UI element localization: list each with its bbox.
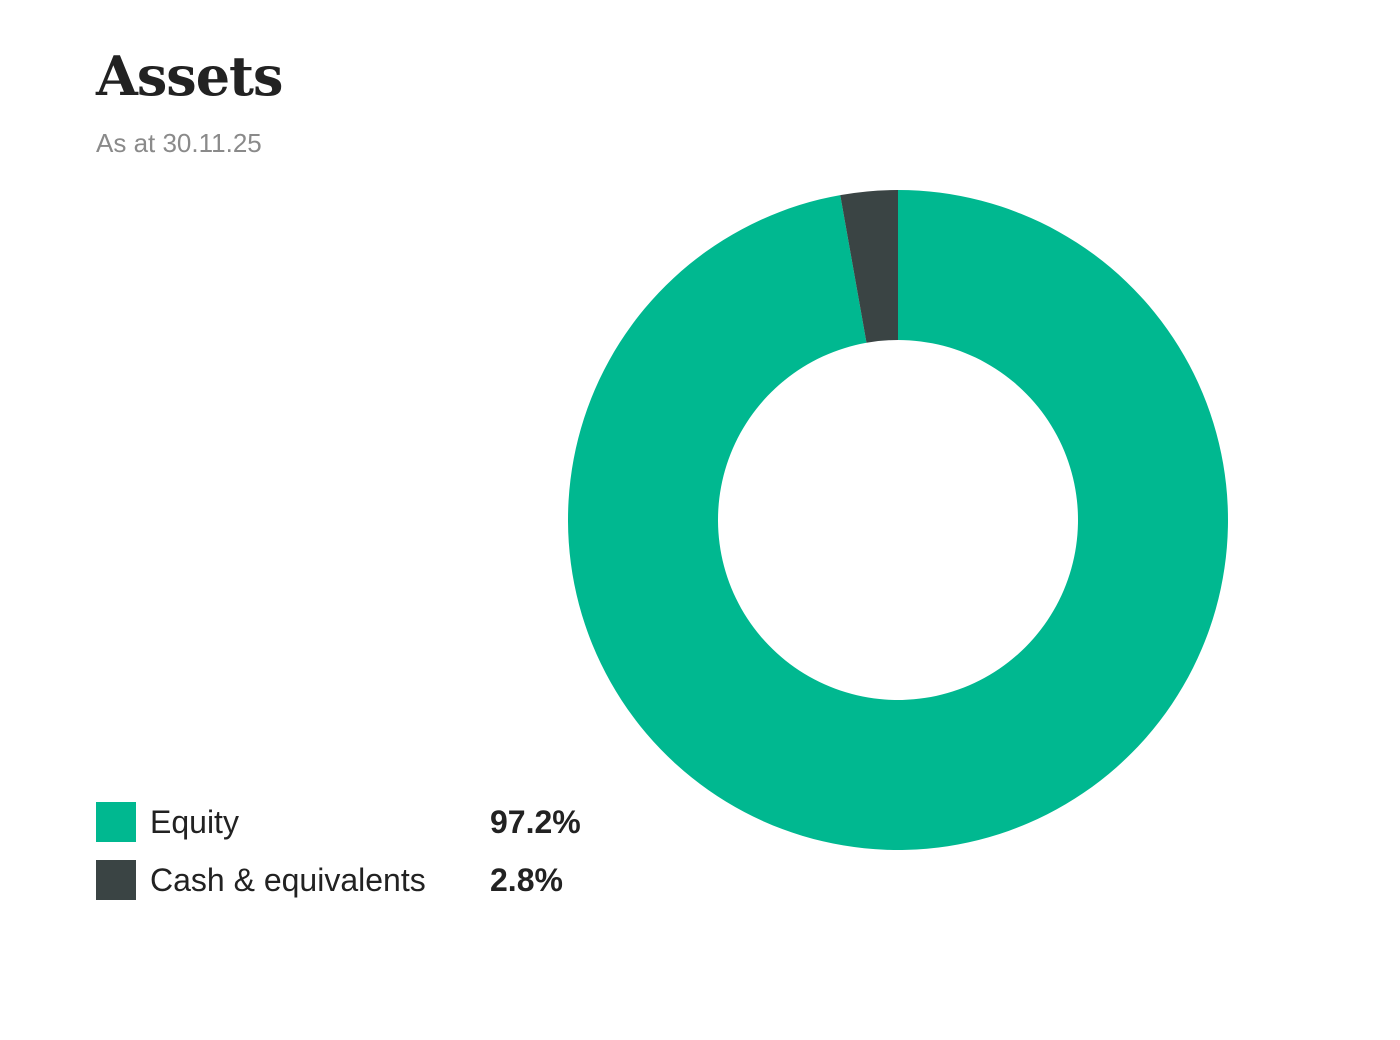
legend-value: 97.2% [490,803,581,840]
legend-label: Equity [150,803,239,840]
legend-item-equity: Equity 97.2% [96,802,581,842]
legend-label: Cash & equivalents [150,861,426,898]
legend: Equity 97.2% Cash & equivalents 2.8% [96,802,581,918]
donut-slice-equity [567,190,1228,850]
legend-item-cash: Cash & equivalents 2.8% [96,860,581,900]
chart-subtitle: As at 30.11.25 [96,128,262,158]
chart-title: Assets [96,44,283,108]
legend-value: 2.8% [490,861,563,898]
legend-swatch-cash [96,860,136,900]
legend-swatch-equity [96,802,136,842]
donut-slice-cash-equivalents [840,190,898,343]
